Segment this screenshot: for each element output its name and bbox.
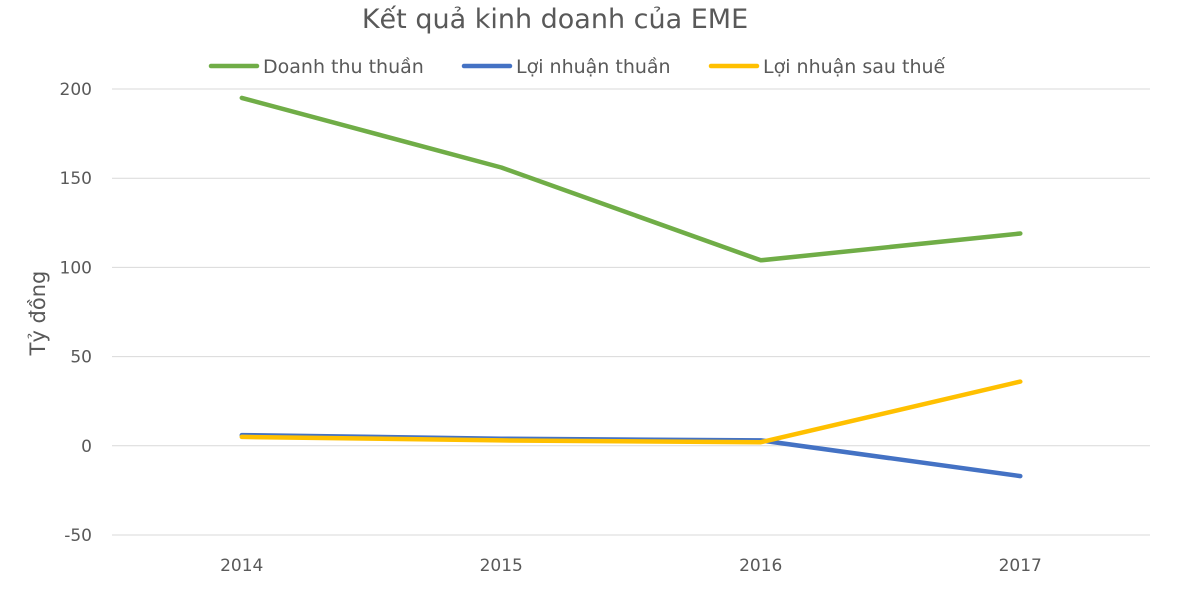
series-line-1 bbox=[239, 95, 1023, 263]
x-tick-label: 2017 bbox=[999, 556, 1042, 576]
legend-label: Lợi nhuận thuần bbox=[516, 56, 671, 78]
legend-label: Lợi nhuận sau thuế bbox=[763, 56, 946, 78]
y-tick-label: 150 bbox=[60, 169, 92, 189]
series-line-3 bbox=[239, 379, 1023, 445]
x-tick-label: 2014 bbox=[220, 556, 263, 576]
x-tick-label: 2015 bbox=[480, 556, 523, 576]
chart-title: Kết quả kinh doanh của EME bbox=[362, 4, 748, 35]
y-axis-ticks: -50 0 50 100 150 200 bbox=[60, 80, 92, 546]
y-tick-label: 100 bbox=[60, 258, 92, 278]
y-tick-label: 50 bbox=[70, 348, 92, 368]
legend: Doanh thu thuần Lợi nhuận thuần Lợi nhuận … bbox=[208, 56, 946, 78]
series-lines bbox=[239, 95, 1023, 479]
y-tick-label: -50 bbox=[64, 526, 92, 546]
x-axis-ticks: 2014 2015 2016 2017 bbox=[220, 556, 1042, 576]
y-tick-label: 200 bbox=[60, 80, 92, 100]
y-axis-label: Tỷ đồng bbox=[26, 271, 50, 357]
legend-label: Doanh thu thuần bbox=[263, 56, 424, 78]
x-tick-label: 2016 bbox=[739, 556, 782, 576]
gridlines bbox=[112, 88, 1150, 536]
y-tick-label: 0 bbox=[81, 437, 92, 457]
